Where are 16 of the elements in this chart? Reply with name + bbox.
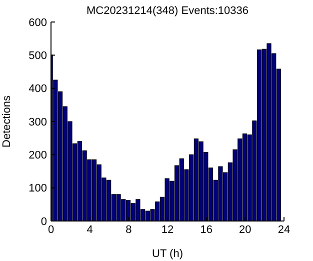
- chart-title: MC20231214(348) Events:10336: [86, 5, 249, 17]
- y-tick-label: 0: [40, 216, 47, 228]
- y-tick-label: 600: [28, 16, 47, 29]
- x-tick-label: 16: [200, 224, 212, 236]
- x-tick-label: 12: [161, 224, 174, 236]
- y-tick-label: 300: [28, 116, 47, 128]
- x-tick-label: 20: [239, 224, 252, 236]
- x-tick-label: 4: [86, 224, 93, 236]
- y-tick-label: 400: [28, 83, 47, 96]
- y-tick-label: 200: [28, 150, 47, 162]
- y-tick-label: 500: [28, 50, 47, 62]
- y-axis-title: Detections: [0, 95, 13, 148]
- x-axis-title: UT (h): [152, 248, 183, 260]
- x-tick-label: 24: [278, 224, 290, 236]
- y-tick-label: 100: [28, 182, 47, 195]
- x-tick-label: 8: [126, 224, 132, 236]
